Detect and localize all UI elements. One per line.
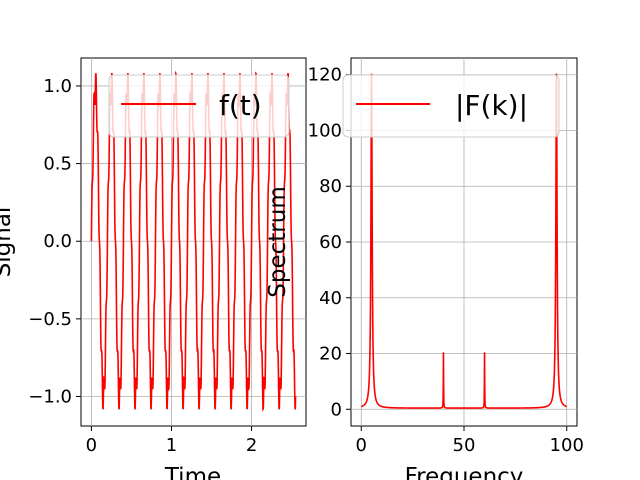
spectrum-y-tick-label: 60 xyxy=(319,232,342,253)
spectrum-series-line xyxy=(361,73,567,409)
signal-x-tick-label: 1 xyxy=(166,435,177,456)
spectrum-y-axis-label: Spectrum xyxy=(265,186,291,297)
spectrum-y-tick-label: 20 xyxy=(319,344,342,365)
spectrum-legend: |F(k)| xyxy=(342,74,560,138)
spectrum-x-tick-label: 50 xyxy=(453,435,476,456)
spectrum-lines xyxy=(361,73,567,409)
signal-axes-frame xyxy=(80,57,307,427)
spectrum-y-tick-label: 40 xyxy=(319,288,342,309)
signal-legend-label: f(t) xyxy=(219,89,262,122)
signal-y-tick-label: 0.5 xyxy=(43,154,72,175)
spectrum-y-tick-label: 0 xyxy=(331,399,342,420)
signal-y-tick-label: −1.0 xyxy=(28,386,72,407)
spectrum-ticks: 0 50 100 0 20 40 60 80 100 120 xyxy=(308,65,584,456)
signal-x-tick-label: 2 xyxy=(246,435,257,456)
signal-legend: f(t) xyxy=(108,74,290,138)
signal-x-axis-label: Time xyxy=(164,464,221,480)
signal-y-tick-label: −0.5 xyxy=(28,309,72,330)
spectrum-y-tick-label: 100 xyxy=(308,120,342,141)
signal-x-tick-label: 0 xyxy=(86,435,97,456)
signal-subplot: 0 1 2 −1.0 −0.5 0.0 0.5 1.0 f(t) Time Signal xyxy=(0,57,307,480)
spectrum-x-axis-label: Frequency xyxy=(405,464,524,480)
spectrum-y-tick-label: 120 xyxy=(308,65,342,86)
signal-y-tick-label: 0.0 xyxy=(43,231,72,252)
spectrum-x-tick-label: 0 xyxy=(356,435,367,456)
signal-y-axis-label: Signal xyxy=(0,207,16,278)
spectrum-legend-box xyxy=(342,74,560,138)
signal-legend-box xyxy=(108,74,290,138)
spectrum-legend-label: |F(k)| xyxy=(455,89,528,122)
spectrum-y-tick-label: 80 xyxy=(319,176,342,197)
signal-y-tick-label: 1.0 xyxy=(43,76,72,97)
spectrum-subplot: 0 50 100 0 20 40 60 80 100 120 |F(k)| Frequency S… xyxy=(265,57,584,480)
spectrum-x-tick-label: 100 xyxy=(550,435,584,456)
signal-ticks: 0 1 2 −1.0 −0.5 0.0 0.5 1.0 xyxy=(28,76,257,456)
